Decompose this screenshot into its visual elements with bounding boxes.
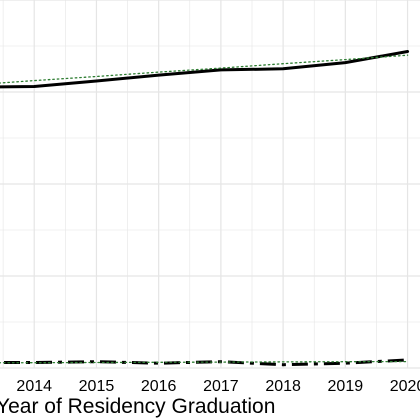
series-line-1 (0, 50, 410, 89)
x-tick-label: 2014 (16, 378, 52, 395)
x-tick-label: 2020 (390, 378, 420, 395)
x-tick-label: 2016 (141, 378, 177, 395)
grid (0, 0, 420, 369)
x-tick-label: 2019 (328, 378, 364, 395)
x-tick-label: 2018 (265, 378, 301, 395)
x-tick-label: 2017 (203, 378, 239, 395)
x-tick-label: 2015 (79, 378, 115, 395)
series-line-2 (0, 54, 409, 84)
x-axis-title: Year of Residency Graduation (0, 395, 275, 418)
series-group (0, 50, 410, 367)
series-line-4 (0, 360, 409, 364)
x-axis-ticks: 2014 2015 2016 2017 2018 2019 2020 (16, 378, 420, 395)
